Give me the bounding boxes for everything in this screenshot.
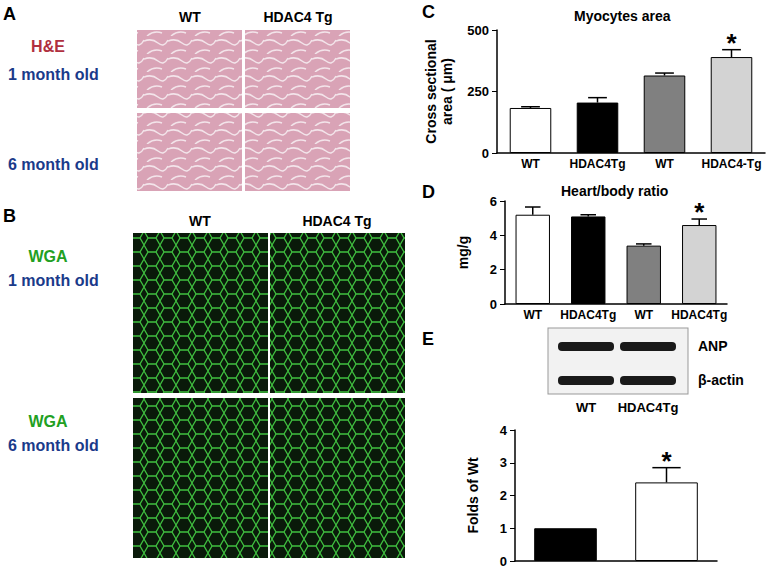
svg-text:WT: WT bbox=[655, 157, 674, 171]
svg-text:HDAC4 Tg: HDAC4 Tg bbox=[263, 9, 332, 25]
svg-text:*: * bbox=[661, 446, 672, 476]
svg-text:WT: WT bbox=[521, 157, 540, 171]
svg-text:B: B bbox=[3, 206, 16, 226]
svg-text:0: 0 bbox=[482, 146, 489, 161]
svg-text:500: 500 bbox=[467, 23, 489, 38]
svg-text:A: A bbox=[3, 4, 16, 24]
svg-text:3: 3 bbox=[500, 455, 507, 470]
svg-text:H&E: H&E bbox=[31, 38, 65, 55]
svg-text:1 month old: 1 month old bbox=[8, 66, 99, 83]
svg-text:mg/g: mg/g bbox=[455, 236, 471, 269]
svg-text:WGA: WGA bbox=[28, 248, 68, 265]
svg-text:HDAC4Tg: HDAC4Tg bbox=[570, 157, 626, 171]
svg-text:HDAC4-Tg: HDAC4-Tg bbox=[702, 157, 762, 171]
svg-text:Heart/body ratio: Heart/body ratio bbox=[561, 183, 668, 199]
svg-text:250: 250 bbox=[467, 84, 489, 99]
svg-text:D: D bbox=[422, 182, 435, 202]
svg-text:6 month old: 6 month old bbox=[8, 156, 99, 173]
svg-text:WT: WT bbox=[189, 213, 211, 229]
svg-text:ANP: ANP bbox=[698, 338, 728, 354]
svg-text:Cross sectional: Cross sectional bbox=[423, 39, 439, 143]
svg-text:1 month old: 1 month old bbox=[8, 272, 99, 289]
svg-text:WT: WT bbox=[634, 308, 653, 322]
svg-text:*: * bbox=[726, 28, 737, 58]
svg-text:WGA: WGA bbox=[28, 413, 68, 430]
svg-text:HDAC4Tg: HDAC4Tg bbox=[671, 308, 727, 322]
svg-text:*: * bbox=[694, 197, 705, 227]
svg-text:1: 1 bbox=[500, 521, 507, 536]
svg-text:4: 4 bbox=[490, 228, 498, 243]
svg-text:WT: WT bbox=[523, 308, 542, 322]
svg-text:2: 2 bbox=[500, 488, 507, 503]
svg-text:4: 4 bbox=[500, 423, 508, 438]
svg-text:6: 6 bbox=[490, 194, 497, 209]
svg-text:Myocytes area: Myocytes area bbox=[574, 8, 671, 24]
svg-text:HDAC4Tg: HDAC4Tg bbox=[618, 400, 679, 415]
svg-text:C: C bbox=[422, 2, 435, 22]
svg-text:0: 0 bbox=[500, 554, 507, 569]
svg-text:HDAC4Tg: HDAC4Tg bbox=[560, 308, 616, 322]
svg-text:2: 2 bbox=[490, 262, 497, 277]
svg-text:β-actin: β-actin bbox=[698, 372, 744, 388]
svg-text:Folds of Wt: Folds of Wt bbox=[465, 457, 481, 534]
svg-text:area ( μm): area ( μm) bbox=[439, 58, 455, 125]
svg-text:WT: WT bbox=[179, 9, 201, 25]
svg-text:WT: WT bbox=[576, 400, 596, 415]
svg-text:E: E bbox=[422, 329, 434, 349]
svg-text:6 month old: 6 month old bbox=[8, 437, 99, 454]
svg-text:0: 0 bbox=[490, 297, 497, 312]
svg-text:HDAC4 Tg: HDAC4 Tg bbox=[302, 213, 371, 229]
